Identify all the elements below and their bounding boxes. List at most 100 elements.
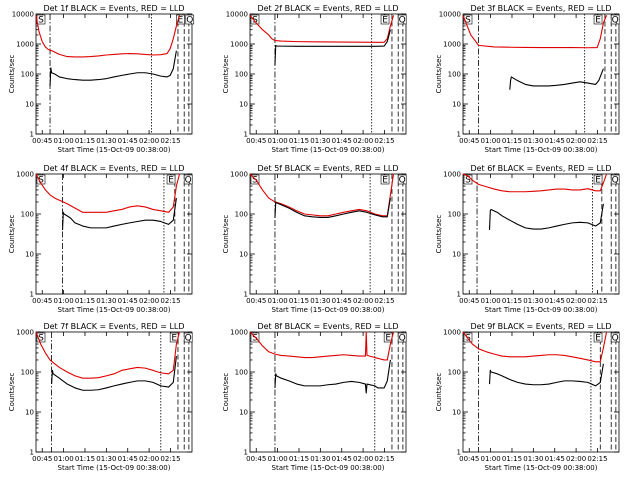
- x-tick-label: 01:30: [523, 137, 543, 145]
- y-tick-label: 10000: [439, 11, 461, 19]
- marker-s-box: [463, 332, 473, 343]
- x-tick-label: 02:15: [587, 455, 607, 463]
- y-tick-label: 1: [457, 291, 461, 299]
- marker-q: Q: [399, 16, 406, 26]
- x-tick-label: 01:30: [523, 455, 543, 463]
- marker-q: Q: [186, 16, 193, 26]
- marker-q: Q: [612, 334, 619, 344]
- marker-s: S: [465, 16, 471, 26]
- x-tick-label: 01:15: [289, 455, 309, 463]
- x-tick-label: 02:15: [374, 455, 394, 463]
- x-tick-label: 02:00: [353, 297, 373, 305]
- marker-q: Q: [612, 16, 619, 26]
- x-tick-label: 02:00: [139, 297, 159, 305]
- y-tick-label: 1: [30, 131, 34, 139]
- y-tick-label: 1: [457, 131, 461, 139]
- y-tick-label: 1000: [443, 171, 461, 179]
- marker-e-box: [593, 332, 603, 343]
- marker-e: E: [385, 334, 391, 344]
- x-tick-label: 01:45: [545, 455, 565, 463]
- x-tick-label: 01:45: [118, 455, 138, 463]
- marker-e-box: [176, 14, 185, 25]
- x-tick-label: 01:00: [481, 455, 501, 463]
- x-tick-label: 00:45: [246, 455, 266, 463]
- x-tick-label: 01:45: [332, 455, 352, 463]
- y-tick-label: 1: [30, 449, 34, 457]
- x-tick-label: 02:15: [374, 137, 394, 145]
- x-axis-label: Start Time (15-Oct-09 00:38:00): [272, 464, 385, 472]
- marker-e: E: [382, 176, 388, 186]
- y-tick-label: 10: [25, 101, 34, 109]
- plot-frame: [249, 173, 407, 295]
- plot-frame: [249, 331, 407, 453]
- y-tick-label: 1: [457, 449, 461, 457]
- detector-plot-7: Det 7f BLACK = Events, RED = LLD 1 10 100 10…: [8, 322, 193, 472]
- x-tick-label: 01:45: [332, 137, 352, 145]
- marker-q-box: [183, 332, 193, 343]
- y-tick-label: 100: [448, 71, 461, 79]
- x-tick-label: 00:45: [459, 137, 479, 145]
- x-tick-label: 02:15: [587, 137, 607, 145]
- series-events: [51, 356, 177, 391]
- x-tick-label: 02:15: [160, 455, 180, 463]
- marker-s: S: [38, 176, 44, 186]
- y-tick-label: 100: [235, 71, 248, 79]
- x-tick-label: 01:00: [54, 297, 74, 305]
- series-events: [274, 359, 391, 394]
- y-tick-label: 1000: [16, 171, 34, 179]
- x-tick-label: 02:00: [566, 297, 586, 305]
- series-events: [49, 50, 177, 86]
- plot-frame: [35, 173, 193, 295]
- plot-frame: [462, 173, 620, 295]
- x-tick-label: 01:00: [54, 137, 74, 145]
- x-tick-label: 00:45: [32, 137, 52, 145]
- series-lld: [35, 173, 181, 213]
- y-tick-label: 10: [452, 251, 461, 259]
- marker-q-box: [397, 174, 407, 185]
- marker-q: Q: [612, 176, 619, 186]
- series-events: [274, 29, 391, 65]
- marker-s: S: [465, 176, 471, 186]
- y-tick-label: 1000: [16, 329, 34, 337]
- x-tick-label: 02:00: [139, 137, 159, 145]
- series-lld: [462, 173, 608, 193]
- x-tick-label: 01:15: [502, 137, 522, 145]
- x-tick-label: 01:00: [268, 137, 288, 145]
- x-tick-label: 02:15: [374, 297, 394, 305]
- x-tick-label: 01:30: [523, 297, 543, 305]
- x-tick-label: 00:45: [459, 455, 479, 463]
- plot-frame: [35, 331, 193, 453]
- x-tick-label: 01:15: [502, 297, 522, 305]
- y-tick-label: 100: [448, 369, 461, 377]
- x-tick-label: 01:45: [118, 137, 138, 145]
- marker-s: S: [252, 16, 258, 26]
- marker-s: S: [252, 334, 258, 344]
- x-tick-label: 02:00: [139, 455, 159, 463]
- x-tick-label: 01:30: [310, 297, 330, 305]
- x-tick-label: 01:00: [54, 455, 74, 463]
- series-lld: [462, 331, 608, 363]
- x-tick-label: 01:15: [502, 455, 522, 463]
- marker-e: E: [595, 334, 601, 344]
- y-axis-label: Counts/sec: [222, 55, 230, 94]
- marker-e: E: [382, 16, 388, 26]
- marker-s-box: [36, 332, 46, 343]
- y-tick-label: 1000: [230, 171, 248, 179]
- y-axis-label: Counts/sec: [8, 373, 16, 412]
- y-tick-label: 10: [25, 409, 34, 417]
- y-axis-label: Counts/sec: [435, 215, 443, 254]
- x-tick-label: 01:00: [268, 455, 288, 463]
- plot-title: Det 6f BLACK = Events, RED = LLD: [470, 164, 611, 173]
- plot-frame: [462, 331, 620, 453]
- x-tick-label: 01:30: [96, 297, 116, 305]
- x-tick-label: 00:45: [246, 137, 266, 145]
- marker-s: S: [252, 176, 258, 186]
- marker-e: E: [168, 176, 174, 186]
- series-lld: [249, 331, 395, 361]
- series-lld: [35, 331, 181, 379]
- y-tick-label: 10000: [226, 11, 248, 19]
- y-tick-label: 10: [239, 409, 248, 417]
- y-tick-label: 100: [21, 71, 34, 79]
- x-tick-label: 02:00: [353, 137, 373, 145]
- x-tick-label: 01:00: [268, 297, 288, 305]
